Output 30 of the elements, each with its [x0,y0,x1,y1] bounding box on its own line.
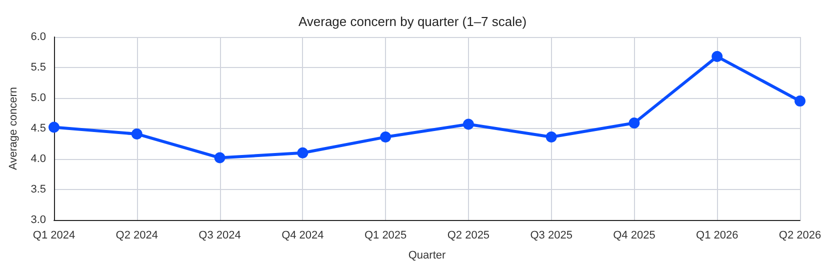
x-tick-label: Q4 2025 [613,230,656,242]
y-tick-label: 3.0 [30,214,46,226]
point [214,152,226,164]
point [546,132,557,143]
point [712,51,723,62]
x-tick-label: Q2 2026 [778,230,822,242]
point [794,96,806,107]
point [297,147,308,158]
x-tick-label: Q3 2025 [530,230,572,242]
y-tick-label: 3.5 [30,184,46,196]
chart-title: Average concern by quarter (1–7 scale) [298,14,527,29]
y-tick-label: 4.0 [30,153,46,165]
point [628,118,640,129]
x-tick-label: Q3 2024 [198,230,241,242]
y-axis-title: Average concern [8,87,20,170]
point [380,132,392,143]
x-axis-title: Quarter [408,250,446,262]
x-tick-label: Q2 2025 [447,230,490,242]
x-tick-label: Q4 2024 [282,230,324,242]
point [462,118,474,130]
y-tick-label: 6.0 [30,31,46,43]
y-tick-label: 5.5 [30,62,46,74]
point [48,122,60,133]
x-tick-label: Q1 2024 [32,230,76,242]
x-tick-label: Q2 2024 [116,230,158,242]
point [131,128,142,140]
x-tick-label: Q1 2026 [696,230,738,242]
x-tick-label: Q1 2025 [364,230,407,242]
y-tick-label: 4.5 [30,122,46,134]
y-tick-label: 5.0 [30,92,46,104]
